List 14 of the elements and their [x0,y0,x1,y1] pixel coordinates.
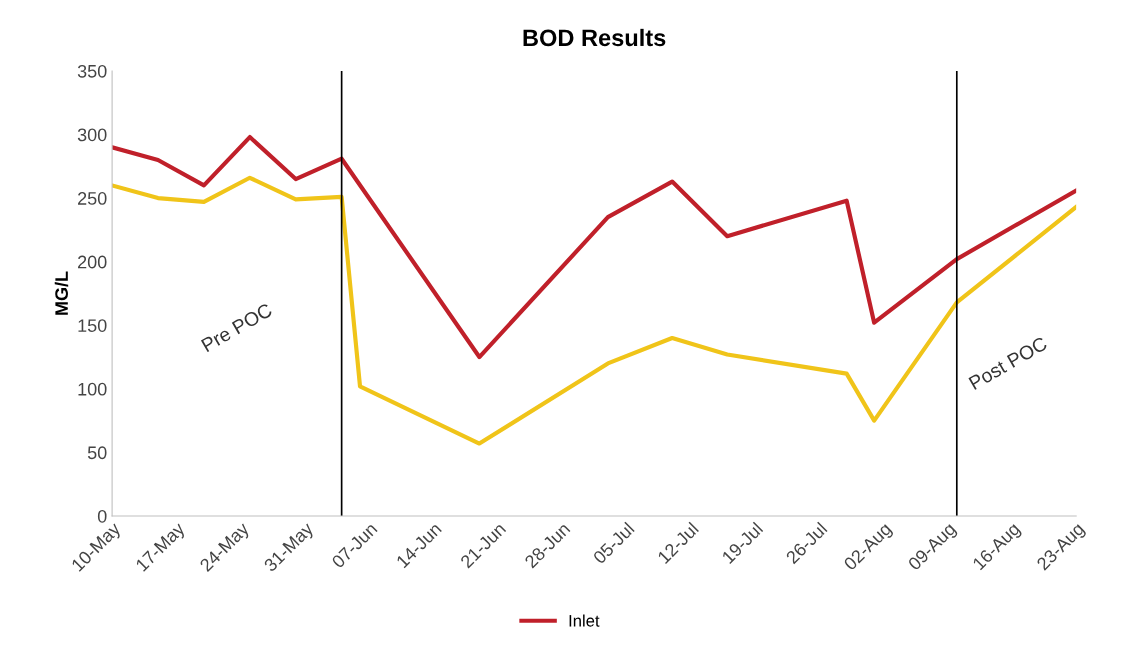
line-series [112,175,1077,446]
y-tick-label: 0 [97,509,107,523]
y-tick-label: 250 [78,192,107,205]
y-tick-label: 350 [77,64,107,78]
y-tick-label: 50 [87,446,107,460]
annotation: Post POC [968,336,1049,391]
y-tick-label: 200 [78,255,107,269]
chart-title: BOD Results [523,28,666,47]
legend-label: Inlet [569,614,600,627]
y-tick-label: 150 [78,319,107,332]
y-tick-label: 100 [78,382,107,396]
y-tick-label: 300 [77,128,107,142]
annotation: Pre POC [200,302,274,353]
y-axis-title: MG/L [54,271,69,315]
